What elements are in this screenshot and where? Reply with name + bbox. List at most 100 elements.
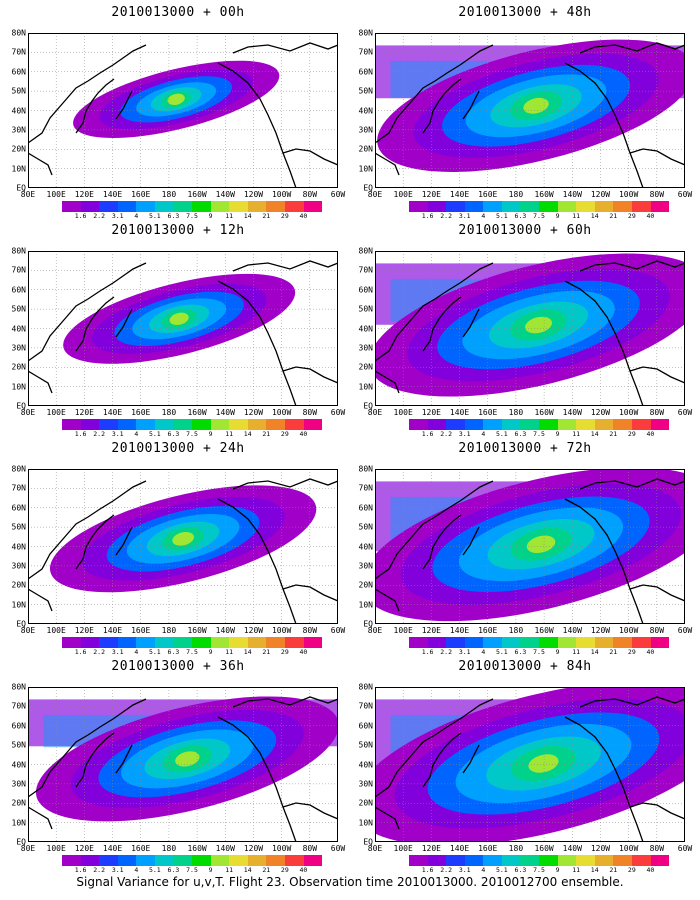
colorbar-swatch bbox=[501, 419, 521, 430]
coastline bbox=[375, 262, 494, 362]
coastline bbox=[217, 280, 297, 406]
colorbar-label: 5.1 bbox=[148, 648, 161, 656]
latitude-label: 40N bbox=[11, 760, 26, 769]
colorbar-swatch bbox=[576, 419, 595, 430]
colorbar-swatch bbox=[136, 855, 155, 866]
coastline bbox=[28, 806, 53, 830]
colorbar-label: 5.1 bbox=[495, 648, 508, 656]
colorbar-label: 11 bbox=[225, 430, 234, 438]
colorbar-swatch bbox=[99, 855, 118, 866]
longitude-label: 80W bbox=[302, 844, 318, 853]
longitude-label: 180 bbox=[161, 626, 177, 635]
colorbar-label: 29 bbox=[280, 212, 289, 220]
colorbar-swatch bbox=[210, 637, 230, 648]
colorbar-label: 4 bbox=[481, 648, 486, 656]
colorbar-swatch bbox=[613, 419, 632, 430]
map-canvas bbox=[28, 687, 338, 842]
colorbar-swatch bbox=[62, 855, 81, 866]
variance-map bbox=[375, 33, 685, 188]
variance-contour bbox=[525, 316, 553, 334]
colorbar bbox=[409, 419, 670, 430]
colorbar-swatch bbox=[501, 637, 521, 648]
longitude-label: 140E bbox=[102, 626, 123, 635]
colorbar-swatch bbox=[173, 637, 193, 648]
variance-field bbox=[377, 39, 685, 172]
colorbar-label: 29 bbox=[627, 648, 636, 656]
coastline bbox=[28, 44, 147, 144]
longitude-label: 160E bbox=[131, 408, 151, 417]
colorbar-label: 29 bbox=[280, 866, 289, 874]
colorbar bbox=[409, 201, 670, 212]
latitude-label: 70N bbox=[358, 265, 373, 275]
latitude-label: EQ bbox=[16, 183, 26, 193]
colorbar-swatch bbox=[210, 201, 230, 212]
longitude-label: 120W bbox=[590, 408, 611, 417]
colorbar-label: 4 bbox=[134, 430, 139, 438]
colorbar-label: 4 bbox=[134, 866, 139, 874]
colorbar-swatch bbox=[192, 855, 211, 866]
colorbar-swatch bbox=[650, 201, 670, 212]
latitude-label: EQ bbox=[363, 183, 373, 193]
longitude-label: 100E bbox=[393, 626, 413, 635]
coastline bbox=[282, 802, 338, 820]
colorbar-labels: 1.6 2.2 3.1 4 5.1 6.3 7.5 9 11 14 21 29 40 bbox=[62, 866, 322, 874]
colorbar-swatch bbox=[284, 201, 304, 212]
latitude-label: 10N bbox=[11, 382, 26, 392]
longitude-label: 160W bbox=[187, 844, 207, 853]
latitude-label: 50N bbox=[358, 740, 373, 750]
latitude-label: 10N bbox=[11, 818, 26, 828]
colorbar-label: 6.3 bbox=[514, 648, 527, 656]
coastline bbox=[579, 260, 685, 272]
colorbar-label: 7.5 bbox=[186, 430, 198, 438]
panel-title: 2010013000 + 36h bbox=[111, 659, 245, 674]
coastline bbox=[422, 78, 462, 134]
latitude-label: 70N bbox=[358, 701, 373, 711]
colorbar-label: 14 bbox=[590, 430, 599, 438]
longitude-label: 160W bbox=[534, 408, 554, 417]
longitude-label: 140W bbox=[215, 408, 235, 417]
variance-contour bbox=[528, 754, 559, 773]
latitude-label: 80N bbox=[11, 28, 26, 38]
colorbar-label: 1.6 bbox=[421, 648, 434, 656]
colorbar-label: 11 bbox=[572, 866, 581, 874]
map-canvas bbox=[28, 251, 338, 406]
colorbar-labels: 1.6 2.2 3.1 4 5.1 6.3 7.5 9 11 14 21 29 40 bbox=[62, 212, 322, 220]
colorbar-swatch bbox=[229, 201, 248, 212]
coastline bbox=[462, 308, 480, 338]
longitude-label: 180 bbox=[508, 844, 524, 853]
map-panel: 2010013000 + 12h 80N 70N 60N 50N 40N 30N 20N 10N… bbox=[8, 223, 348, 443]
longitude-label: 100W bbox=[271, 408, 292, 417]
longitude-label: 120W bbox=[590, 844, 611, 853]
colorbar-label: 29 bbox=[627, 430, 636, 438]
colorbar-label: 11 bbox=[225, 212, 234, 220]
longitude-label: 140W bbox=[215, 844, 235, 853]
colorbar-label: 14 bbox=[590, 212, 599, 220]
latitude-label: 70N bbox=[11, 265, 26, 275]
colorbar-swatch bbox=[229, 637, 248, 648]
colorbar-label: 4 bbox=[481, 866, 486, 874]
colorbar-swatch bbox=[594, 855, 614, 866]
colorbar-label: 2.2 bbox=[93, 430, 106, 438]
colorbar-swatch bbox=[631, 201, 651, 212]
colorbar-swatch bbox=[266, 419, 285, 430]
figure-caption: Signal Variance for u,v,T. Flight 23. Ob… bbox=[76, 875, 624, 889]
longitude-label: 140W bbox=[215, 190, 235, 199]
colorbar-label: 40 bbox=[299, 212, 308, 220]
latitude-label: 30N bbox=[358, 343, 373, 353]
colorbar-swatch bbox=[117, 201, 137, 212]
coastline bbox=[579, 478, 685, 490]
latitude-label: 70N bbox=[11, 47, 26, 57]
colorbar-label: 9 bbox=[208, 212, 213, 220]
colorbar-swatch bbox=[409, 201, 428, 212]
colorbar-label: 5.1 bbox=[148, 866, 161, 874]
latitude-label: EQ bbox=[363, 837, 373, 847]
colorbar-label: 11 bbox=[572, 430, 581, 438]
longitude-label: 160E bbox=[478, 844, 498, 853]
colorbar-labels: 1.6 2.2 3.1 4 5.1 6.3 7.5 9 11 14 21 29 40 bbox=[62, 430, 322, 438]
colorbar-label: 4 bbox=[134, 212, 139, 220]
colorbar-swatch bbox=[210, 855, 230, 866]
longitude-axis: 80E 100E 120E 140E 160E 180 160W 140W 120W 100W 80… bbox=[8, 408, 348, 418]
longitude-axis: 80E 100E 120E 140E 160E 180 160W 140W 120W 100W 80… bbox=[8, 190, 348, 200]
longitude-label: 80W bbox=[649, 626, 665, 635]
longitude-label: 100W bbox=[271, 190, 292, 199]
